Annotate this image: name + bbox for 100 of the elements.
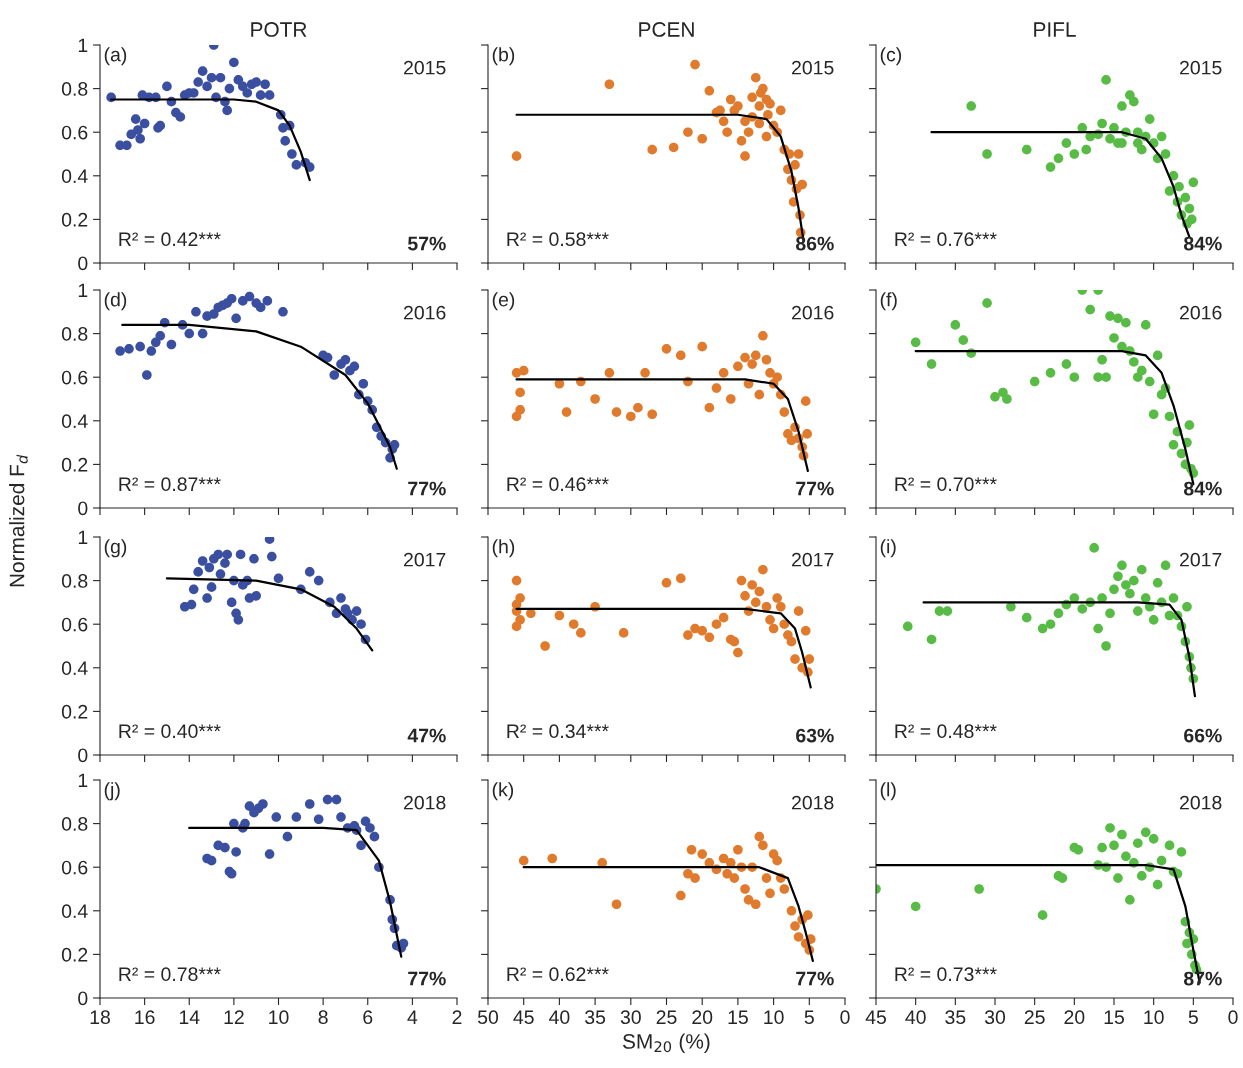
point — [982, 298, 992, 308]
point — [540, 641, 550, 651]
point — [351, 606, 362, 616]
point — [750, 350, 761, 361]
point — [775, 105, 786, 116]
y-tick-label: 1 — [78, 38, 88, 53]
y-tick-label: 0.4 — [61, 904, 88, 919]
point — [282, 831, 293, 842]
point — [237, 296, 248, 306]
point — [779, 619, 790, 630]
chart-title: PCEN — [639, 22, 694, 37]
point — [329, 370, 340, 380]
point — [1037, 910, 1048, 920]
point — [797, 179, 807, 190]
point — [255, 90, 266, 100]
point — [950, 320, 961, 330]
x-tick-label: 30 — [620, 1010, 641, 1025]
y-tick-label: 0.8 — [61, 817, 88, 831]
point — [803, 910, 813, 920]
point — [220, 842, 230, 853]
point — [215, 72, 226, 83]
point — [511, 575, 522, 586]
point — [1144, 376, 1155, 387]
annotation: 2015 — [404, 60, 446, 75]
point — [133, 125, 143, 135]
point — [1129, 96, 1139, 107]
point — [202, 81, 212, 92]
point — [369, 831, 380, 842]
point — [197, 556, 208, 566]
point — [604, 368, 615, 378]
point — [1136, 564, 1147, 575]
point — [1121, 580, 1131, 590]
point — [115, 346, 125, 356]
y-tick-label: 0 — [78, 748, 88, 763]
point — [197, 328, 208, 339]
point — [704, 632, 715, 643]
point — [934, 606, 945, 616]
point — [1125, 588, 1135, 599]
annotation: (d) — [104, 292, 127, 311]
point — [1097, 842, 1107, 853]
point — [224, 83, 235, 94]
annotation: R² = 0.40*** — [119, 724, 221, 739]
x-tick-label: 12 — [224, 1010, 244, 1024]
x-tick-label: 16 — [135, 1010, 155, 1025]
point — [618, 628, 629, 638]
point — [661, 577, 672, 588]
point — [683, 630, 693, 640]
point — [1148, 615, 1159, 625]
point — [267, 551, 277, 562]
point — [722, 127, 732, 138]
point — [754, 831, 765, 842]
x-tick-label: 10 — [1144, 1010, 1164, 1025]
point — [1164, 186, 1175, 196]
x-tick-label: 45 — [865, 1010, 886, 1025]
x-tick-label: 45 — [513, 1010, 534, 1025]
annotation: R² = 0.76*** — [895, 232, 997, 247]
point — [1125, 895, 1135, 905]
point — [142, 370, 152, 380]
point — [233, 615, 244, 625]
point — [231, 313, 241, 324]
x-tick-label: 15 — [728, 1010, 748, 1025]
point — [1160, 560, 1171, 571]
point — [942, 606, 953, 616]
point — [1168, 593, 1179, 603]
point — [1164, 411, 1175, 422]
point — [668, 142, 679, 153]
point — [704, 402, 715, 413]
point — [1152, 350, 1163, 361]
annotation: R² = 0.42*** — [119, 232, 221, 247]
point — [166, 339, 177, 350]
point — [1021, 144, 1032, 155]
point — [235, 549, 246, 560]
point — [733, 647, 743, 658]
point — [711, 619, 722, 630]
point — [1184, 420, 1195, 430]
point — [1081, 144, 1092, 155]
point — [1117, 101, 1127, 111]
point — [1061, 359, 1072, 369]
point — [197, 66, 208, 76]
point — [208, 309, 219, 319]
x-tick-label: 40 — [905, 1010, 926, 1025]
y-tick-label: 0.4 — [61, 414, 88, 429]
point — [518, 855, 529, 866]
point — [226, 597, 237, 608]
point — [958, 335, 969, 345]
point — [1105, 823, 1115, 833]
point — [1061, 138, 1072, 148]
point — [1148, 834, 1159, 844]
point — [1097, 354, 1107, 365]
x-tick-label: 10 — [269, 1010, 289, 1025]
point — [758, 83, 768, 94]
annotation: 2017 — [404, 552, 446, 567]
annotation: R² = 0.34*** — [507, 724, 609, 739]
point — [1174, 181, 1184, 192]
point — [1156, 131, 1167, 142]
point — [511, 151, 522, 161]
point — [733, 101, 743, 111]
point — [902, 621, 913, 632]
point — [206, 855, 217, 866]
point — [697, 133, 708, 144]
